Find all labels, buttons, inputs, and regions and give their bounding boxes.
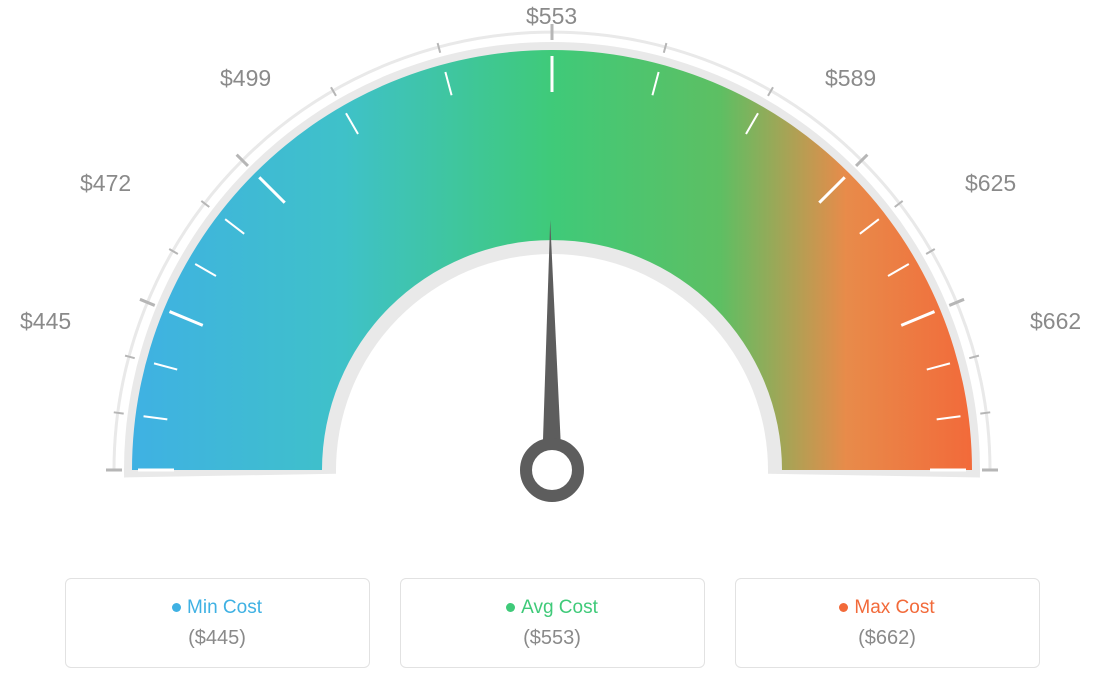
legend-title-avg: Avg Cost — [506, 597, 598, 619]
gauge-chart: $445 $472 $499 $553 $589 $625 $662 — [0, 0, 1104, 560]
gauge-tick-label: $472 — [80, 170, 131, 197]
legend-title-min: Min Cost — [172, 597, 262, 619]
legend-value-max: ($662) — [858, 627, 916, 650]
gauge-tick-label: $662 — [1030, 308, 1081, 335]
gauge-tick-label: $589 — [825, 65, 876, 92]
legend-card-min: Min Cost ($445) — [65, 578, 370, 668]
gauge-tick-label: $445 — [20, 308, 71, 335]
legend-value-min: ($445) — [188, 627, 246, 650]
legend-label-min: Min Cost — [187, 597, 262, 619]
legend-card-avg: Avg Cost ($553) — [400, 578, 705, 668]
gauge-tick-label: $553 — [526, 3, 577, 30]
legend-card-max: Max Cost ($662) — [735, 578, 1040, 668]
legend-label-avg: Avg Cost — [521, 597, 598, 619]
gauge-tick-label: $499 — [220, 65, 271, 92]
legend-title-max: Max Cost — [839, 597, 934, 619]
gauge-tick-label: $625 — [965, 170, 1016, 197]
dot-icon — [172, 603, 181, 612]
dot-icon — [506, 603, 515, 612]
gauge-svg — [0, 0, 1104, 560]
legend-label-max: Max Cost — [854, 597, 934, 619]
dot-icon — [839, 603, 848, 612]
legend-row: Min Cost ($445) Avg Cost ($553) Max Cost… — [0, 578, 1104, 668]
legend-value-avg: ($553) — [523, 627, 581, 650]
